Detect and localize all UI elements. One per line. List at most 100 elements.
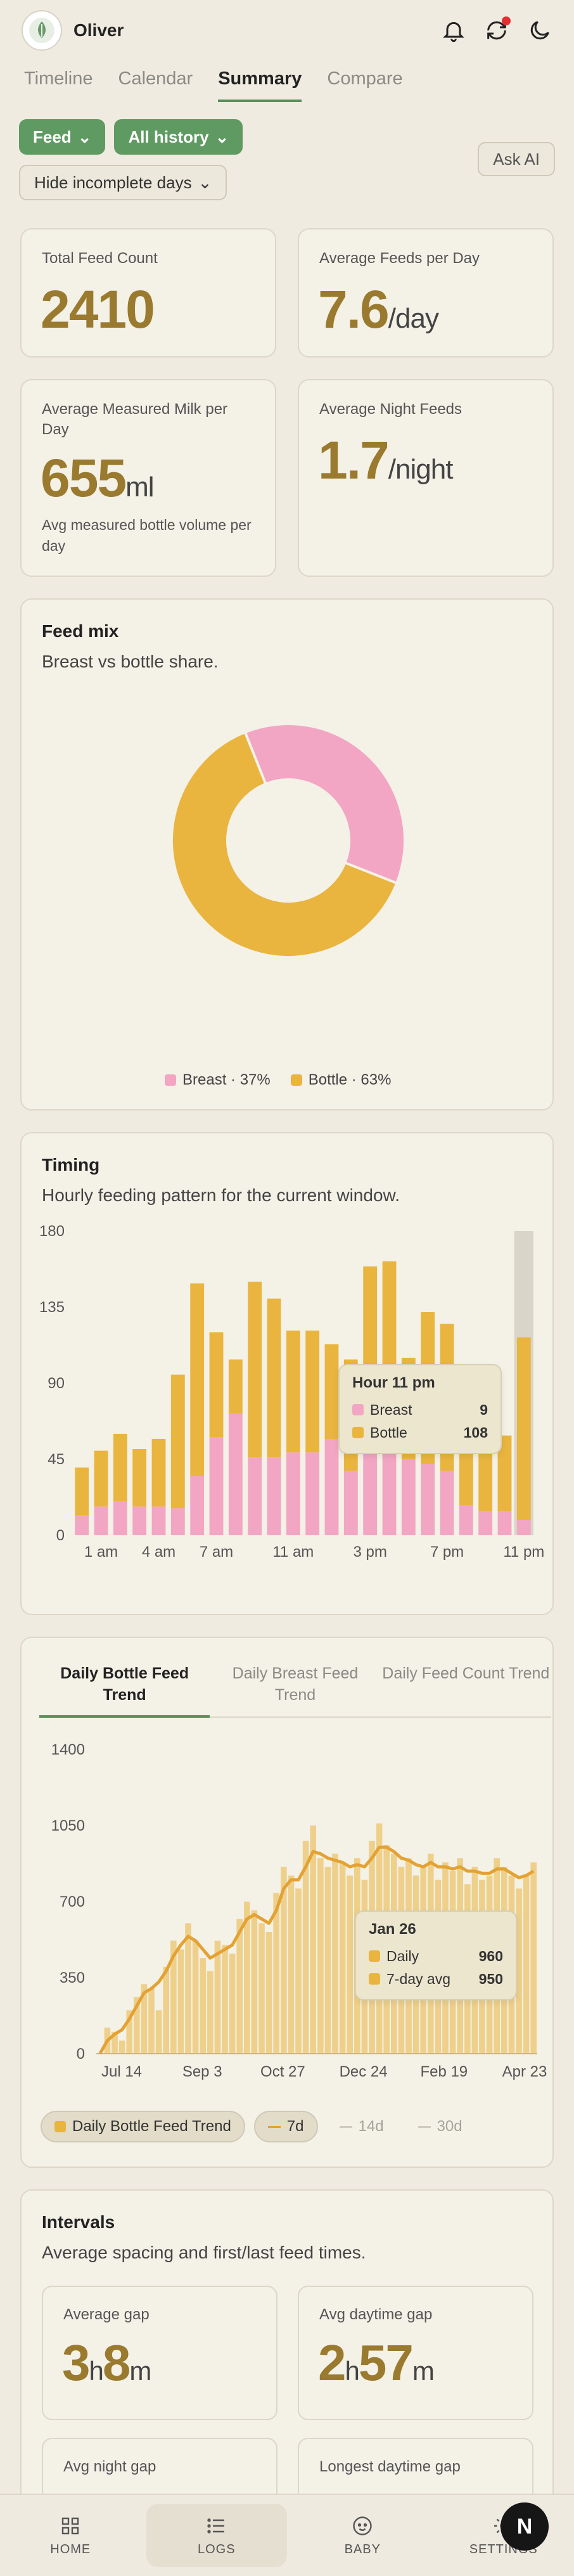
moon-icon[interactable] (527, 18, 552, 43)
section-subtitle: Average spacing and first/last feed time… (42, 2243, 366, 2262)
list-icon (207, 2518, 224, 2534)
nav-baby[interactable]: BABY (292, 2495, 433, 2576)
feed-mix-donut-chart (170, 723, 406, 958)
y-tick-label: 350 (60, 1969, 85, 1987)
bar-bottle (497, 1435, 512, 1512)
tab-count-trend[interactable]: Daily Feed Count Trend (382, 1665, 550, 1682)
x-tick-label: 3 pm (353, 1543, 386, 1561)
nav-home[interactable]: HOME (0, 2495, 141, 2576)
bar-breast (75, 1515, 89, 1535)
bell-icon[interactable] (441, 18, 466, 43)
bar-bottle (267, 1298, 281, 1458)
chevron-down-icon: ⌄ (77, 127, 92, 146)
section-title: Feed mix (42, 621, 119, 641)
trend-bar (302, 1841, 309, 2054)
stat-value-wrap: 655ml (41, 448, 155, 509)
bar-breast (343, 1471, 358, 1535)
section-title: Intervals (42, 2212, 115, 2232)
trend-bar (236, 1919, 243, 2054)
chevron-down-icon: ⌄ (215, 127, 229, 146)
y-tick-label: 45 (48, 1451, 65, 1468)
child-name[interactable]: Oliver (73, 20, 124, 40)
timing-tooltip: Hour 11 pm Breast 9 Bottle 108 (338, 1364, 502, 1454)
trend-bar (222, 1945, 228, 2054)
section-subtitle: Hourly feeding pattern for the current w… (42, 1185, 400, 1205)
x-tick-label: Oct 27 (260, 2063, 305, 2080)
feed-type-label: Feed (33, 127, 72, 146)
timing-card: Timing Hourly feeding pattern for the cu… (20, 1132, 554, 1615)
trend-tooltip: Jan 26 Daily 960 7-day avg 950 (355, 1910, 517, 2000)
y-tick-label: 1050 (51, 1817, 85, 1834)
legend-breast: Breast · 37% (165, 1071, 271, 1089)
bottom-nav: HOME LOGS BABY SETTINGS (0, 2494, 574, 2576)
tab-bottle-trend[interactable]: Daily Bottle Feed Trend (39, 1663, 210, 1718)
chip-daily-series[interactable]: Daily Bottle Feed Trend (41, 2111, 245, 2142)
ask-ai-button[interactable]: Ask AI (478, 142, 555, 176)
trend-bar (229, 1954, 236, 2054)
bar-breast (94, 1506, 108, 1535)
trend-bar (530, 1862, 537, 2054)
bar-breast (267, 1457, 281, 1535)
grid-icon (62, 2517, 79, 2534)
x-tick-label: 11 am (272, 1543, 314, 1561)
trend-bar (170, 1940, 177, 2054)
x-tick-label: 7 am (200, 1543, 233, 1561)
feed-mix-legend: Breast · 37% Bottle · 63% (165, 1071, 391, 1089)
y-tick-label: 90 (48, 1375, 65, 1392)
chevron-down-icon: ⌄ (198, 172, 212, 192)
stat-unit: ml (125, 472, 154, 503)
night-feeds-card: Average Night Feeds 1.7/night (298, 379, 554, 577)
tab-compare[interactable]: Compare (327, 68, 403, 89)
bar-breast (132, 1506, 147, 1535)
stat-value: 655 (41, 448, 127, 508)
trend-card: Daily Bottle Feed Trend Daily Breast Fee… (20, 1637, 554, 2168)
chip-30d[interactable]: 30d (405, 2111, 475, 2142)
trend-bar (177, 1949, 184, 2054)
chip-14d[interactable]: 14d (327, 2111, 397, 2142)
bar-breast (363, 1437, 378, 1535)
trend-bar (141, 1984, 148, 2054)
filter-bar: Feed ⌄ All history ⌄ Hide incomplete day… (19, 119, 555, 200)
feed-mix-card: Feed mix Breast vs bottle share. Breast … (20, 598, 554, 1111)
history-range-dropdown[interactable]: All history ⌄ (114, 119, 243, 155)
x-tick-label: Dec 24 (340, 2063, 388, 2080)
tab-summary[interactable]: Summary (218, 68, 302, 102)
bar-breast (478, 1511, 493, 1535)
stat-title: Average Feeds per Day (319, 250, 480, 267)
stat-value: 7.6 (318, 280, 390, 339)
incomplete-days-dropdown[interactable]: Hide incomplete days ⌄ (19, 165, 227, 200)
sync-icon[interactable] (484, 16, 511, 43)
nav-logs[interactable]: LOGS (146, 2504, 287, 2567)
legend-bottle: Bottle · 63% (290, 1071, 391, 1089)
tooltip-row-avg: 7-day avg 950 (369, 1967, 503, 1990)
daytime-gap-card: Avg daytime gap 2h57m (298, 2286, 533, 2420)
tab-breast-trend[interactable]: Daily Breast Feed Trend (232, 1665, 359, 1704)
tab-timeline[interactable]: Timeline (24, 68, 93, 89)
trend-bar (516, 1888, 522, 2054)
stat-value-wrap: 1.7/night (318, 430, 454, 491)
stat-unit: /night (388, 454, 454, 485)
bar-breast (516, 1520, 531, 1535)
x-tick-label: Jul 14 (101, 2063, 142, 2080)
trend-bar (324, 1867, 331, 2054)
bar-breast (248, 1457, 262, 1535)
trend-bar (192, 1940, 199, 2054)
trend-bar (258, 1923, 265, 2054)
dev-tools-fab[interactable]: N (501, 2502, 549, 2551)
tab-calendar[interactable]: Calendar (118, 68, 193, 89)
tooltip-title: Hour 11 pm (352, 1374, 435, 1391)
trend-bar (155, 2010, 162, 2054)
bar-breast (209, 1437, 224, 1535)
total-feed-count-card: Total Feed Count 2410 (20, 228, 276, 357)
stat-title: Average Measured Milk per Day (42, 401, 228, 439)
chip-7d[interactable]: 7d (253, 2111, 318, 2142)
y-tick-label: 180 (39, 1223, 65, 1240)
avatar[interactable] (22, 10, 62, 51)
donut-slice-bottle (170, 730, 399, 958)
y-tick-label: 700 (60, 1893, 85, 1910)
history-range-label: All history (128, 127, 209, 146)
bar-breast (401, 1459, 416, 1535)
trend-bar (288, 1875, 295, 2054)
feed-type-dropdown[interactable]: Feed ⌄ (19, 119, 106, 155)
